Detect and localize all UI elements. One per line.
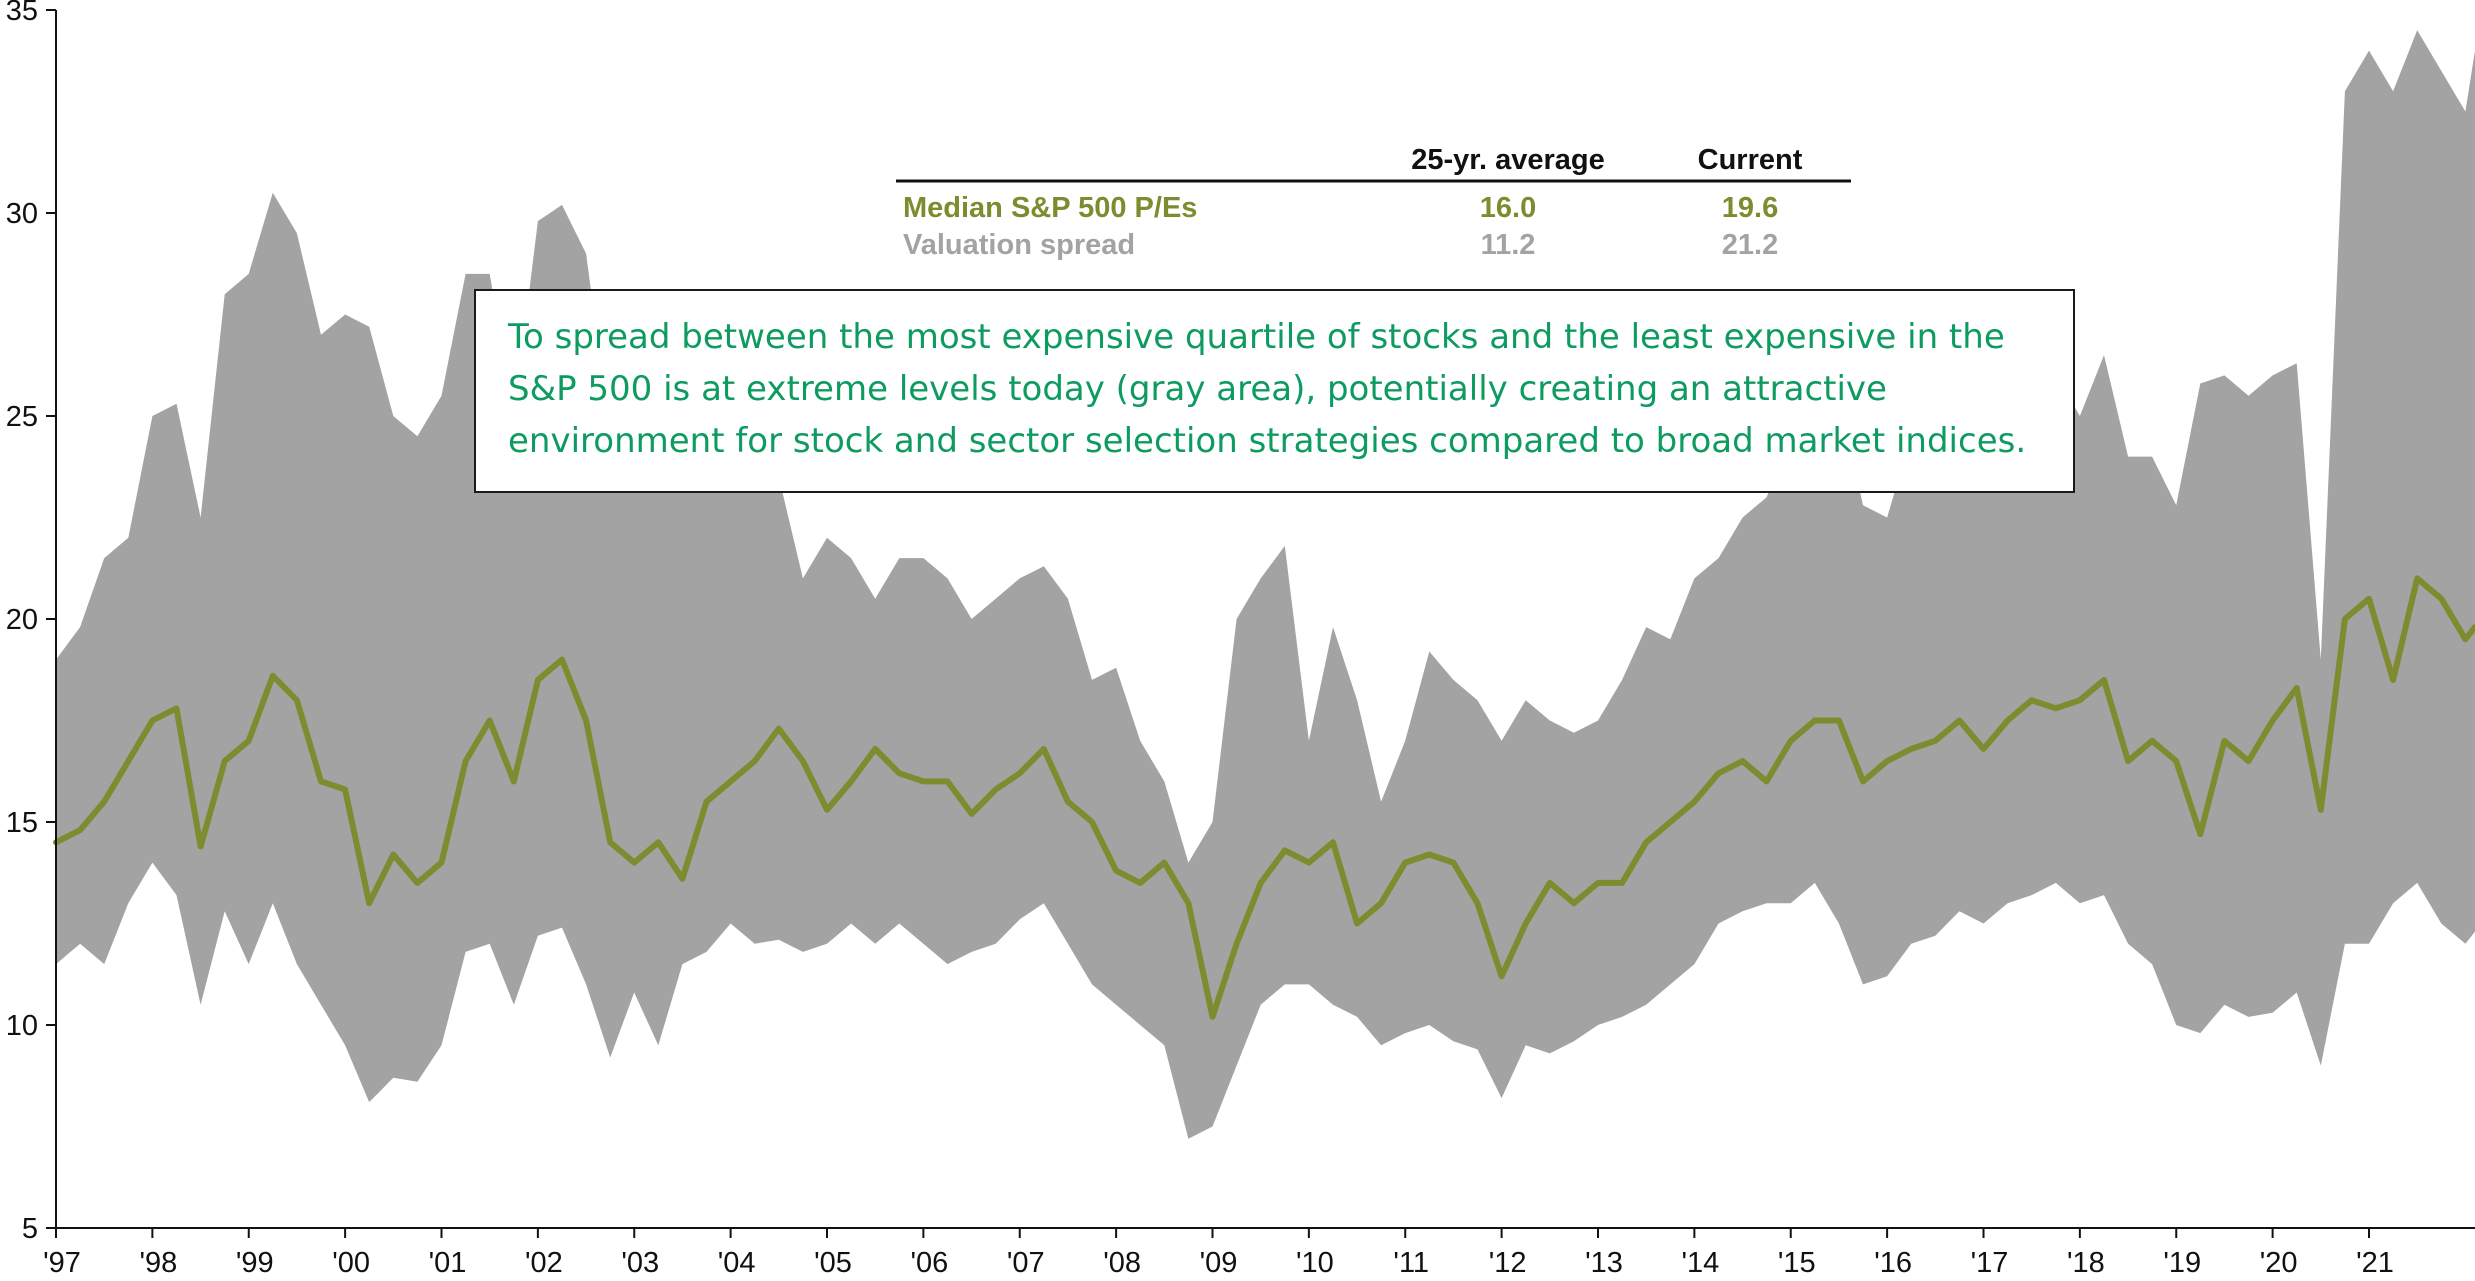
- median-pe-line: [53, 575, 2475, 1020]
- x-tick-label: '15: [1778, 1247, 1816, 1276]
- legend-table: 25-yr. average Current Median S&P 500 P/Es…: [896, 144, 1851, 261]
- table-header-average: 25-yr. average: [1411, 144, 1604, 176]
- x-tick-label: '14: [1681, 1247, 1719, 1276]
- annotation-box: To spread between the most expensive qua…: [474, 289, 2075, 493]
- x-tick-label: '06: [910, 1247, 948, 1276]
- x-tick-label: '03: [621, 1247, 659, 1276]
- annotation-line: S&P 500 is at extreme levels today (gray…: [508, 369, 1887, 409]
- x-tick-label: '08: [1103, 1247, 1141, 1276]
- x-tick-label: '01: [429, 1247, 467, 1276]
- x-tick-label: '98: [139, 1247, 177, 1276]
- table-row-average: 16.0: [1480, 192, 1536, 224]
- table-header-current: Current: [1698, 144, 1803, 176]
- x-tick-label: '18: [2067, 1247, 2105, 1276]
- y-tick-label: 35: [6, 0, 38, 27]
- y-tick-label: 15: [6, 807, 38, 839]
- table-row-label: Median S&P 500 P/Es: [903, 192, 1197, 224]
- x-tick-label: '19: [2163, 1247, 2201, 1276]
- x-tick-label: '12: [1489, 1247, 1527, 1276]
- x-tick-label: '11: [1393, 1247, 1429, 1276]
- valuation-spread-band: [56, 30, 2475, 1139]
- x-tick-label: '04: [718, 1247, 756, 1276]
- x-tick-label: '17: [1971, 1247, 2009, 1276]
- x-tick-label: '16: [1874, 1247, 1912, 1276]
- y-tick-label: 5: [22, 1213, 38, 1245]
- axes: 5 10 15 20 25 30 35 '97 '98 '99 '00 '01 '02 '03 '04 '05…: [6, 0, 2475, 1279]
- x-tick-label: '02: [525, 1247, 563, 1276]
- x-tick-label: '09: [1200, 1247, 1238, 1276]
- x-tick-label: '13: [1585, 1247, 1623, 1276]
- y-tick-label: 20: [6, 604, 38, 636]
- y-tick-label: 10: [6, 1010, 38, 1042]
- x-tick-label: '00: [332, 1247, 370, 1276]
- x-tick-label: '21: [2356, 1247, 2394, 1276]
- annotation-line: environment for stock and sector selecti…: [508, 421, 2027, 461]
- table-row-label: Valuation spread: [903, 229, 1135, 261]
- y-tick-label: 25: [6, 401, 38, 433]
- plot-area: [53, 30, 2475, 1139]
- x-tick-label: '10: [1296, 1247, 1334, 1276]
- y-tick-label: 30: [6, 198, 38, 230]
- x-tick-label: '07: [1007, 1247, 1045, 1276]
- x-tick-label: '99: [236, 1247, 274, 1276]
- x-tick-label: '97: [43, 1247, 81, 1276]
- table-row-current: 19.6: [1722, 192, 1778, 224]
- table-row-current: 21.2: [1722, 229, 1778, 261]
- annotation-line: To spread between the most expensive qua…: [508, 317, 2005, 357]
- x-tick-label: '05: [814, 1247, 852, 1276]
- x-tick-label: '20: [2260, 1247, 2298, 1276]
- table-row-average: 11.2: [1481, 229, 1536, 261]
